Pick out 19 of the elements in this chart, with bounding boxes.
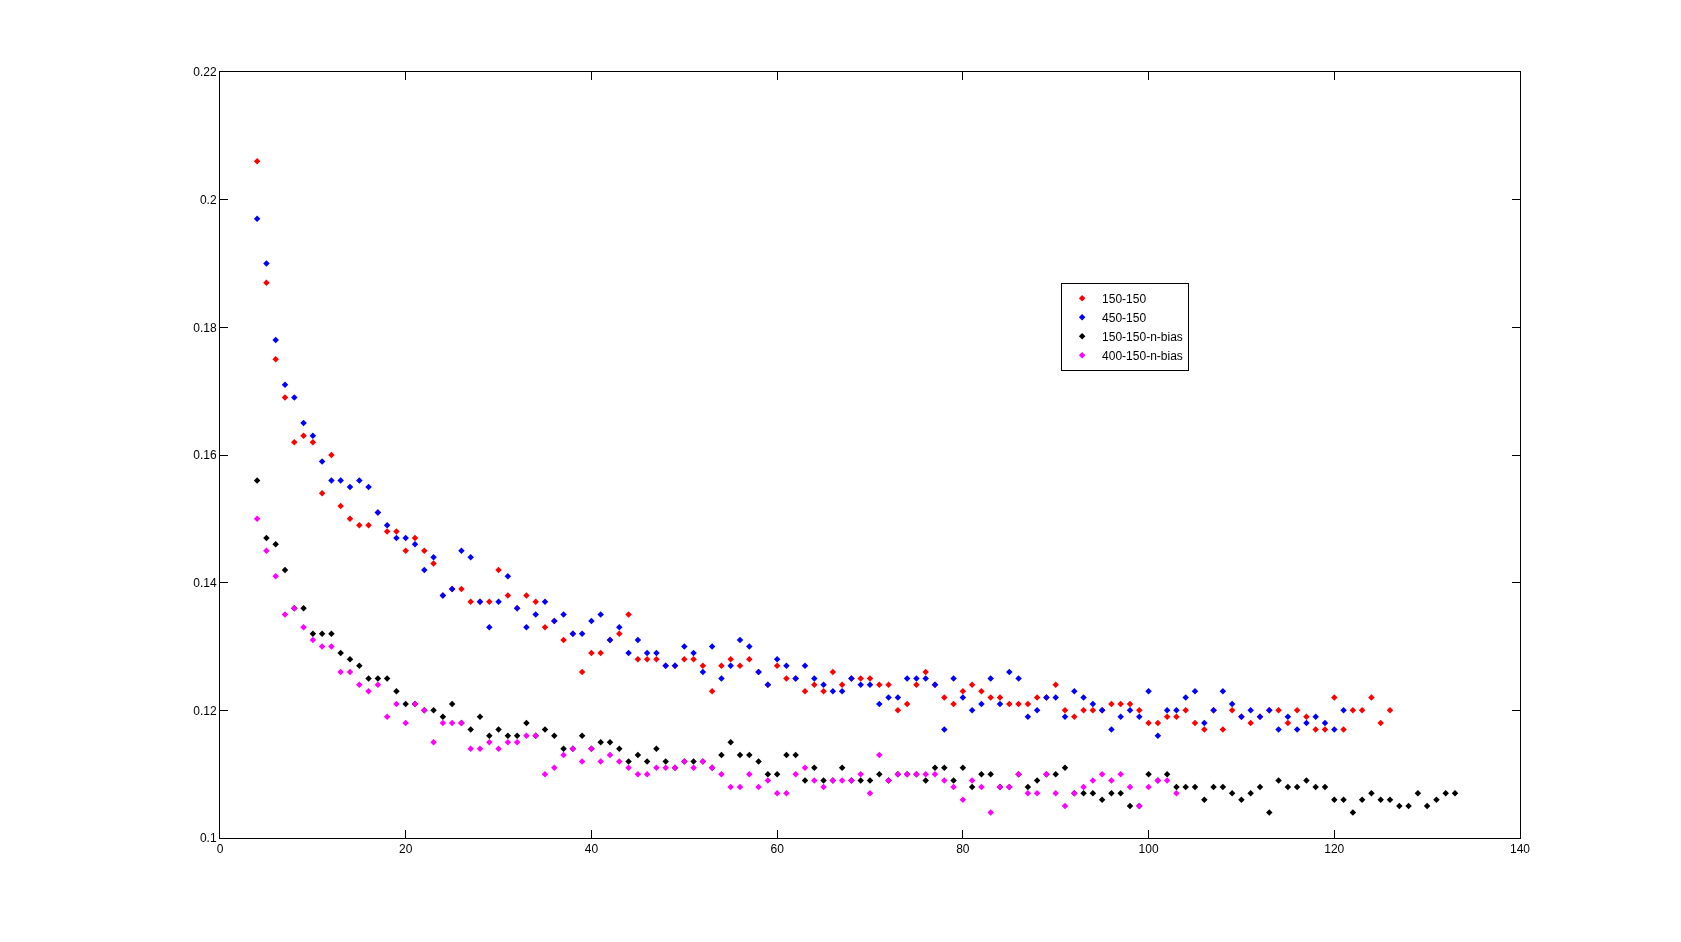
- y-tick-label: 0.1: [199, 831, 217, 846]
- legend-label: 450-150: [1102, 310, 1147, 325]
- y-tick-label: 0.22: [193, 65, 217, 80]
- x-tick-label: 60: [770, 842, 785, 857]
- y-tick-label: 0.14: [193, 575, 217, 590]
- x-tick-label: 80: [956, 842, 970, 857]
- x-tick-label: 0: [216, 842, 224, 857]
- x-tick-label: 140: [1509, 842, 1531, 857]
- legend-label: 150-150-n-bias: [1102, 329, 1183, 344]
- legend-label: 150-150: [1102, 291, 1147, 306]
- x-tick-label: 100: [1138, 842, 1159, 857]
- x-tick-label: 40: [584, 842, 599, 857]
- y-tick-label: 0.18: [193, 320, 217, 335]
- y-tick-label: 0.2: [199, 192, 217, 207]
- legend-label: 400-150-n-bias: [1102, 348, 1183, 363]
- x-tick-label: 20: [399, 842, 413, 857]
- x-tick-label: 120: [1324, 842, 1345, 857]
- y-tick-label: 0.16: [193, 448, 217, 463]
- y-tick-label: 0.12: [193, 703, 217, 718]
